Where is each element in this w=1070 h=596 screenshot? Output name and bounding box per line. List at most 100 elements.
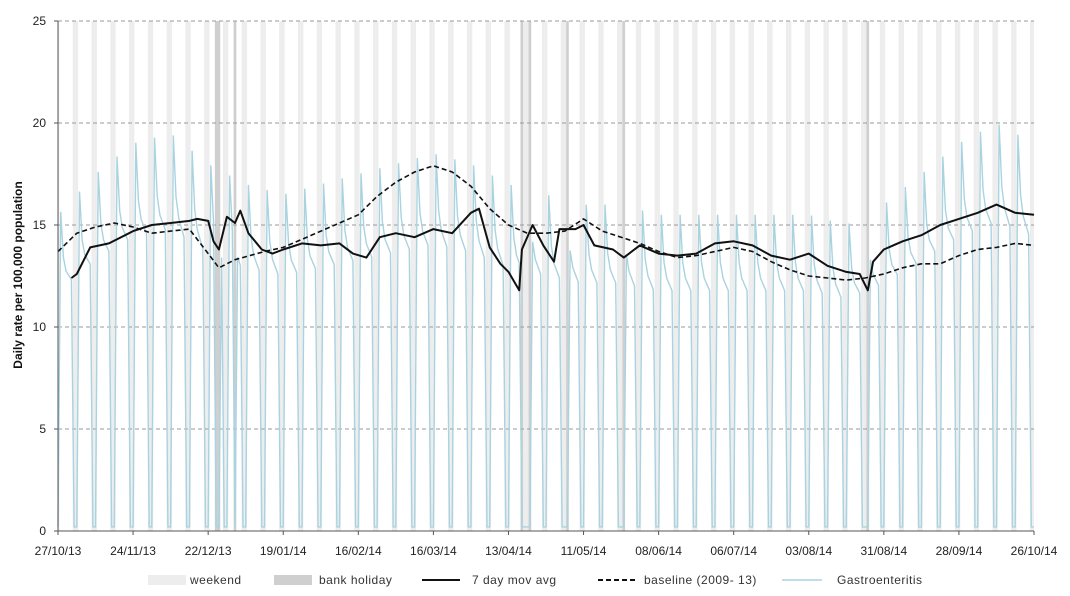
weekend-band xyxy=(166,21,170,531)
weekend-band xyxy=(692,21,695,531)
weekend-band xyxy=(319,21,323,531)
weekend-band xyxy=(335,21,339,531)
weekend-band xyxy=(504,21,508,531)
weekend-band xyxy=(129,21,132,531)
weekend-band xyxy=(957,21,961,531)
weekend-band xyxy=(410,21,414,531)
bank-holiday-band xyxy=(566,21,569,531)
weekend-band xyxy=(729,21,733,531)
weekend-band xyxy=(75,21,79,531)
weekend-band xyxy=(244,21,248,531)
weekend-band xyxy=(732,21,736,531)
weekend-band xyxy=(94,21,97,531)
weekend-band xyxy=(279,21,282,531)
legend-label: bank holiday xyxy=(319,573,392,587)
bank-holiday-band xyxy=(528,21,532,531)
weekend-band xyxy=(525,21,529,531)
y-tick-label: 15 xyxy=(33,218,47,232)
x-tick-label: 16/03/14 xyxy=(410,544,457,558)
weekend-band xyxy=(204,21,207,531)
weekend-band xyxy=(976,21,980,531)
y-tick-label: 20 xyxy=(33,116,47,130)
weekend-band xyxy=(225,21,229,531)
weekend-band xyxy=(541,21,545,531)
date-bands xyxy=(58,21,1034,531)
weekend-band xyxy=(169,21,172,531)
weekend-band xyxy=(673,21,677,531)
x-tick-label: 06/07/14 xyxy=(710,544,757,558)
y-tick-labels: 0 5 10 15 20 25 xyxy=(33,14,58,538)
weekend-band xyxy=(936,21,939,531)
bank-holiday-band xyxy=(217,21,221,531)
weekend-band xyxy=(485,21,489,531)
weekend-band xyxy=(263,21,266,531)
weekend-band xyxy=(185,21,189,531)
legend-item-weekend: weekend xyxy=(148,573,242,587)
weekend-band xyxy=(579,21,583,531)
weekend-band xyxy=(842,21,845,531)
weekend-band xyxy=(222,21,226,531)
weekend-band xyxy=(861,21,864,531)
weekend-band xyxy=(206,21,210,531)
weekend-band xyxy=(1032,21,1034,531)
weekend-band xyxy=(710,21,714,531)
x-tick-label: 24/11/13 xyxy=(110,544,156,558)
weekend-band xyxy=(657,21,660,531)
moving-average-line xyxy=(70,203,1035,292)
weekend-band xyxy=(654,21,658,531)
legend: weekend bank holiday 7 day mov avg baseline… xyxy=(148,573,922,587)
weekend-band xyxy=(635,21,639,531)
weekend-band xyxy=(751,21,754,531)
weekend-band xyxy=(373,21,376,531)
legend-item-gastro: Gastroenteritis xyxy=(782,573,922,587)
x-tick-label: 27/10/13 xyxy=(35,544,82,558)
weekend-band xyxy=(1011,21,1014,531)
weekend-band xyxy=(767,21,770,531)
weekend-band xyxy=(58,21,60,531)
bank-holiday-band xyxy=(622,21,626,531)
gastroenteritis-series xyxy=(57,124,1034,528)
weekend-band xyxy=(432,21,435,531)
baseline-series xyxy=(57,165,1035,281)
weekend-band xyxy=(844,21,848,531)
weekend-band xyxy=(241,21,245,531)
x-tick-label: 08/06/14 xyxy=(635,544,682,558)
weekend-band xyxy=(785,21,789,531)
legend-item-mov-avg: 7 day mov avg xyxy=(422,573,556,587)
x-tick-label: 28/09/14 xyxy=(936,544,983,558)
weekend-band xyxy=(826,21,829,531)
weekend-band xyxy=(450,21,454,531)
weekend-band xyxy=(429,21,433,531)
weekend-band xyxy=(466,21,470,531)
weekend-band xyxy=(563,21,567,531)
weekend-band xyxy=(316,21,320,531)
weekend-band xyxy=(300,21,304,531)
weekend-band xyxy=(823,21,827,531)
x-tick-label: 22/12/13 xyxy=(185,544,232,558)
weekend-band xyxy=(973,21,977,531)
weekend-band xyxy=(297,21,301,531)
weekend-band xyxy=(110,21,113,531)
x-tick-label: 13/04/14 xyxy=(485,544,532,558)
x-tick-label: 31/08/14 xyxy=(860,544,907,558)
x-tick-labels: 27/10/13 24/11/13 22/12/13 19/01/14 16/02/14… xyxy=(35,531,1058,558)
weekend-band xyxy=(617,21,620,531)
weekend-band xyxy=(598,21,601,531)
y-tick-label: 10 xyxy=(33,320,47,334)
legend-label: weekend xyxy=(189,573,242,587)
x-tick-label: 19/01/14 xyxy=(260,544,307,558)
weekend-band xyxy=(920,21,923,531)
legend-label: baseline (2009- 13) xyxy=(644,573,757,587)
weekend-band xyxy=(676,21,679,531)
weekend-band xyxy=(600,21,604,531)
weekend-band xyxy=(488,21,492,531)
legend-swatch xyxy=(148,575,186,585)
weekend-band xyxy=(112,21,116,531)
weekend-band xyxy=(188,21,191,531)
weekend-band xyxy=(863,21,867,531)
moving-average-series xyxy=(70,203,1035,292)
weekend-band xyxy=(1029,21,1033,531)
x-tick-label: 16/02/14 xyxy=(335,544,382,558)
